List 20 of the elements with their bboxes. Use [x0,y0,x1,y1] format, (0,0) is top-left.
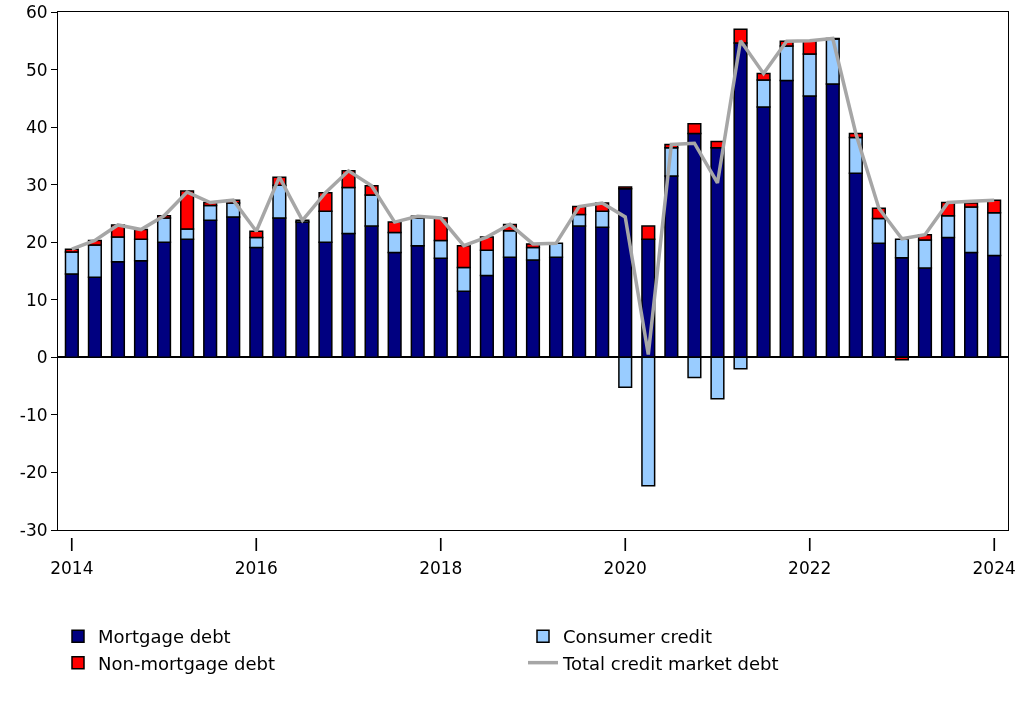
y-tick-label: 20 [25,232,48,253]
y-tick-label: 40 [25,117,48,138]
x-tick-label: I 2020 [603,535,647,578]
x-tick-label: I 2014 [50,535,94,578]
x-tick-label: I 2022 [788,535,832,578]
legend-label: Mortgage debt [98,626,231,648]
x-tick-label: I 2016 [234,535,278,578]
y-tick-label: 0 [36,347,48,368]
y-tick-label: 10 [25,289,48,310]
y-tick-label: 30 [25,174,48,195]
x-tick-label: I 2024 [972,535,1016,578]
y-tick-label: -10 [19,404,48,425]
y-tick-label: 60 [25,1,48,22]
y-tick-label: -20 [19,462,48,483]
y-tick-label: 50 [25,59,48,80]
x-tick-label: I 2018 [419,535,463,578]
legend-label: Consumer credit [563,626,712,648]
y-tick-label: -30 [19,519,48,540]
legend-label: Total credit market debt [562,652,779,674]
legend-label: Non-mortgage debt [98,652,276,674]
